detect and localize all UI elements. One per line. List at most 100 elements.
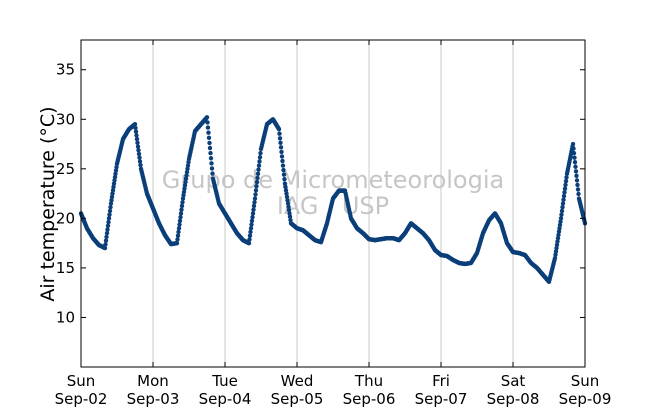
data-point [287,211,292,216]
data-point [208,156,214,161]
data-point [561,193,567,199]
data-point [558,216,564,221]
data-point [279,154,285,159]
data-point [114,164,119,170]
data-point [185,163,191,168]
x-tick-day-2: Tue [211,372,238,390]
data-point [256,163,262,168]
data-point [133,129,139,134]
data-point [559,208,565,214]
data-point [556,229,562,234]
data-point [135,140,140,146]
data-point [176,229,181,235]
data-point [182,186,187,191]
y-tick-label-10: 10 [56,308,75,326]
data-point [571,150,577,156]
data-point [209,166,215,171]
x-tick-day-1: Mon [137,372,169,390]
data-point [252,196,258,201]
data-point [286,204,291,210]
data-point [113,168,119,173]
data-point [286,207,292,213]
data-point [280,158,285,164]
data-point [280,163,286,168]
gridlines [152,40,514,367]
data-point [184,169,190,175]
data-point [277,131,282,136]
data-point [252,200,257,205]
data-point [257,159,262,164]
data-point [205,120,210,125]
data-point [254,183,259,189]
data-point [281,167,286,173]
data-point [572,155,577,160]
data-point [209,161,214,166]
data-point [175,233,181,238]
data-point [133,125,138,131]
data-point [109,197,114,203]
x-tick-date-7: Sep-09 [559,390,612,408]
x-tick-labels: SunSep-02MonSep-03TueSep-04WedSep-05ThuS… [55,372,612,408]
y-tick-label-15: 15 [56,259,75,277]
data-point [184,173,189,178]
x-tick-date-5: Sep-07 [415,390,468,408]
data-point [247,237,252,242]
data-point [253,192,258,197]
x-tick-day-7: Sun [571,372,600,390]
data-point [251,203,257,209]
data-point [574,173,579,179]
data-point [106,216,112,221]
data-point [183,179,188,185]
x-tick-date-3: Sep-05 [271,390,324,408]
data-point [174,240,180,246]
data-point [253,188,259,193]
data-point [560,205,565,210]
y-tick-labels: 10 15 20 25 30 35 [56,61,75,327]
data-point [110,188,116,193]
data-point [246,240,252,246]
data-point [104,231,110,236]
data-point [288,217,293,223]
data-point [210,171,215,176]
y-axis-label: Air temperature (°C) [37,106,59,301]
data-point [181,193,186,198]
x-tick-date-0: Sep-02 [55,390,108,408]
data-point [178,214,183,220]
data-point [575,182,580,188]
data-point [556,232,561,238]
data-point [102,245,108,251]
data-point [134,136,140,142]
data-point [206,130,211,135]
data-point [560,201,566,206]
plot-frame [80,39,586,368]
data-point [250,214,255,220]
data-point [207,140,212,146]
data-point [103,242,108,247]
data-point [178,211,184,216]
data-point [175,237,180,242]
data-point [249,218,255,224]
data-point [103,238,109,243]
data-point [179,203,185,209]
data-point [562,186,568,191]
data-point [113,171,118,176]
data-point [573,169,579,174]
data-point [248,229,253,235]
data-point [555,235,561,241]
data-point [179,207,184,212]
data-point [104,234,109,240]
data-point [283,188,289,193]
y-tick-label-25: 25 [56,160,75,178]
x-tick-day-6: Sat [501,372,526,390]
data-point [136,148,141,153]
data-point [176,226,182,231]
data-point [132,122,138,127]
data-point [572,160,578,165]
x-tick-day-0: Sun [67,372,96,390]
data-point [137,155,142,160]
data-point [107,208,113,214]
data-point [554,242,560,247]
data-point [557,222,563,228]
data-point [553,252,558,257]
data-point [284,194,290,200]
